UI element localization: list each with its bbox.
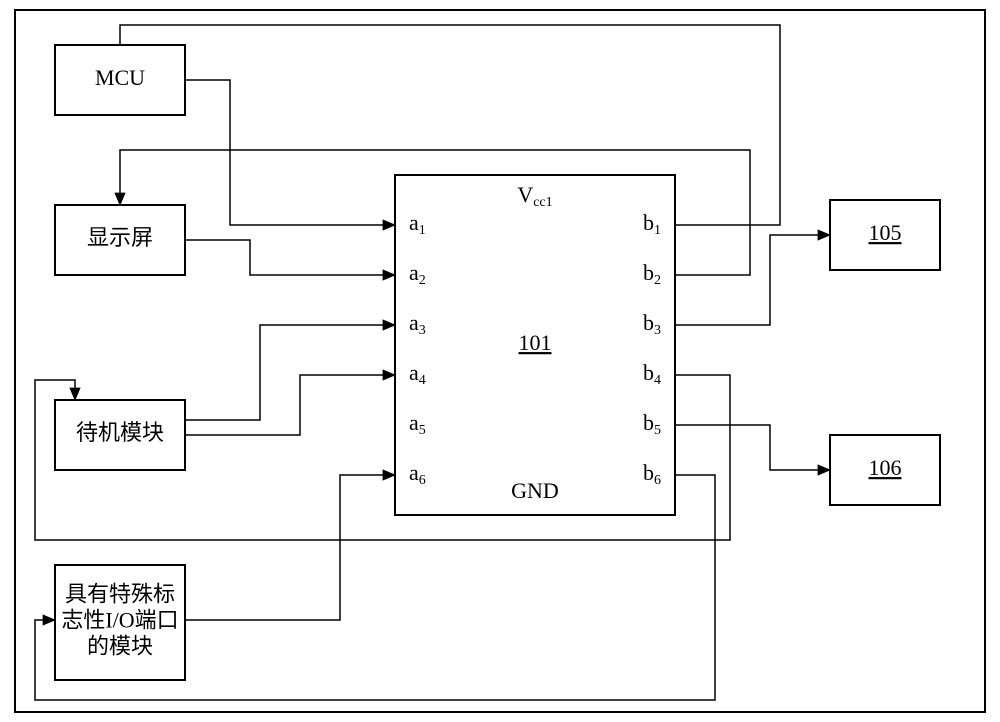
node-mcu: MCU [55,45,185,115]
edge [185,325,395,420]
node-b106: 106 [830,435,940,505]
svg-text:待机模块: 待机模块 [76,420,164,445]
node-io: 具有特殊标志性I/O端口的模块 [55,565,185,680]
chip-101: 101Vcc1GNDa1b1a2b2a3b3a4b4a5b5a6b6 [395,175,675,515]
svg-text:志性I/O端口: 志性I/O端口 [61,608,178,633]
svg-text:的模块: 的模块 [87,634,153,659]
edge [675,235,830,325]
edge [185,475,395,620]
svg-text:106: 106 [869,455,902,480]
edge [185,80,395,225]
edge [185,240,395,275]
chip-center-label: 101 [519,330,552,355]
edge [675,425,830,470]
svg-text:105: 105 [869,220,902,245]
edge [185,375,395,435]
svg-text:显示屏: 显示屏 [87,225,153,250]
svg-text:MCU: MCU [95,65,145,90]
svg-text:具有特殊标: 具有特殊标 [65,582,175,607]
gnd-label: GND [511,478,559,503]
node-disp: 显示屏 [55,205,185,275]
node-stby: 待机模块 [55,400,185,470]
node-b105: 105 [830,200,940,270]
